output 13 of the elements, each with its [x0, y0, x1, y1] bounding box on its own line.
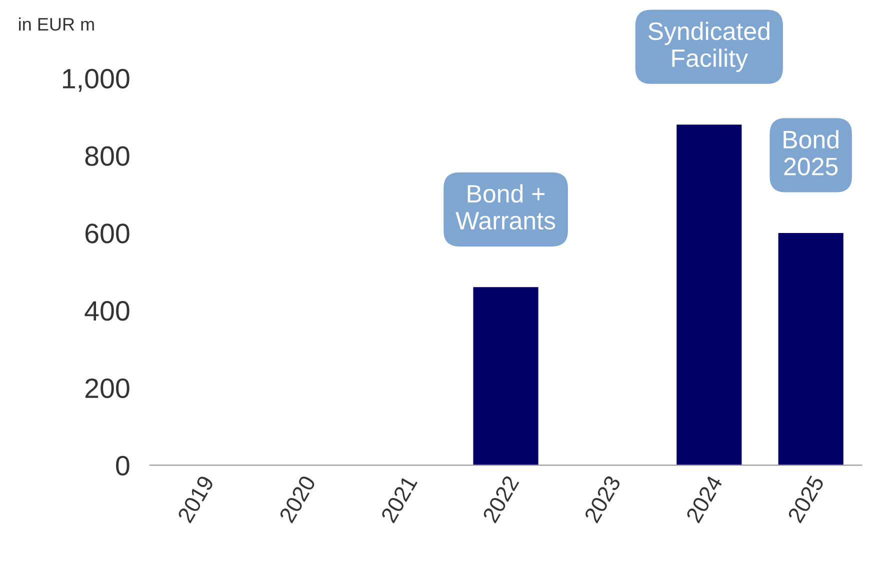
y-tick-label: 0 — [116, 456, 130, 476]
y-tick-label: 600 — [85, 224, 130, 244]
y-tick-label: 400 — [84, 301, 130, 321]
y-axis-title: in EUR m — [19, 17, 94, 31]
bar — [778, 232, 844, 466]
y-tick-label: 1,000 — [63, 68, 130, 92]
annotation: Bond 2025 — [784, 130, 838, 176]
bar — [676, 124, 742, 466]
annotation: Bond + Warrants — [456, 184, 556, 230]
y-tick-label: 800 — [85, 146, 130, 166]
y-tick-label: 200 — [85, 378, 130, 398]
bar — [473, 287, 538, 466]
annotation: Syndicated Facility — [648, 22, 770, 72]
